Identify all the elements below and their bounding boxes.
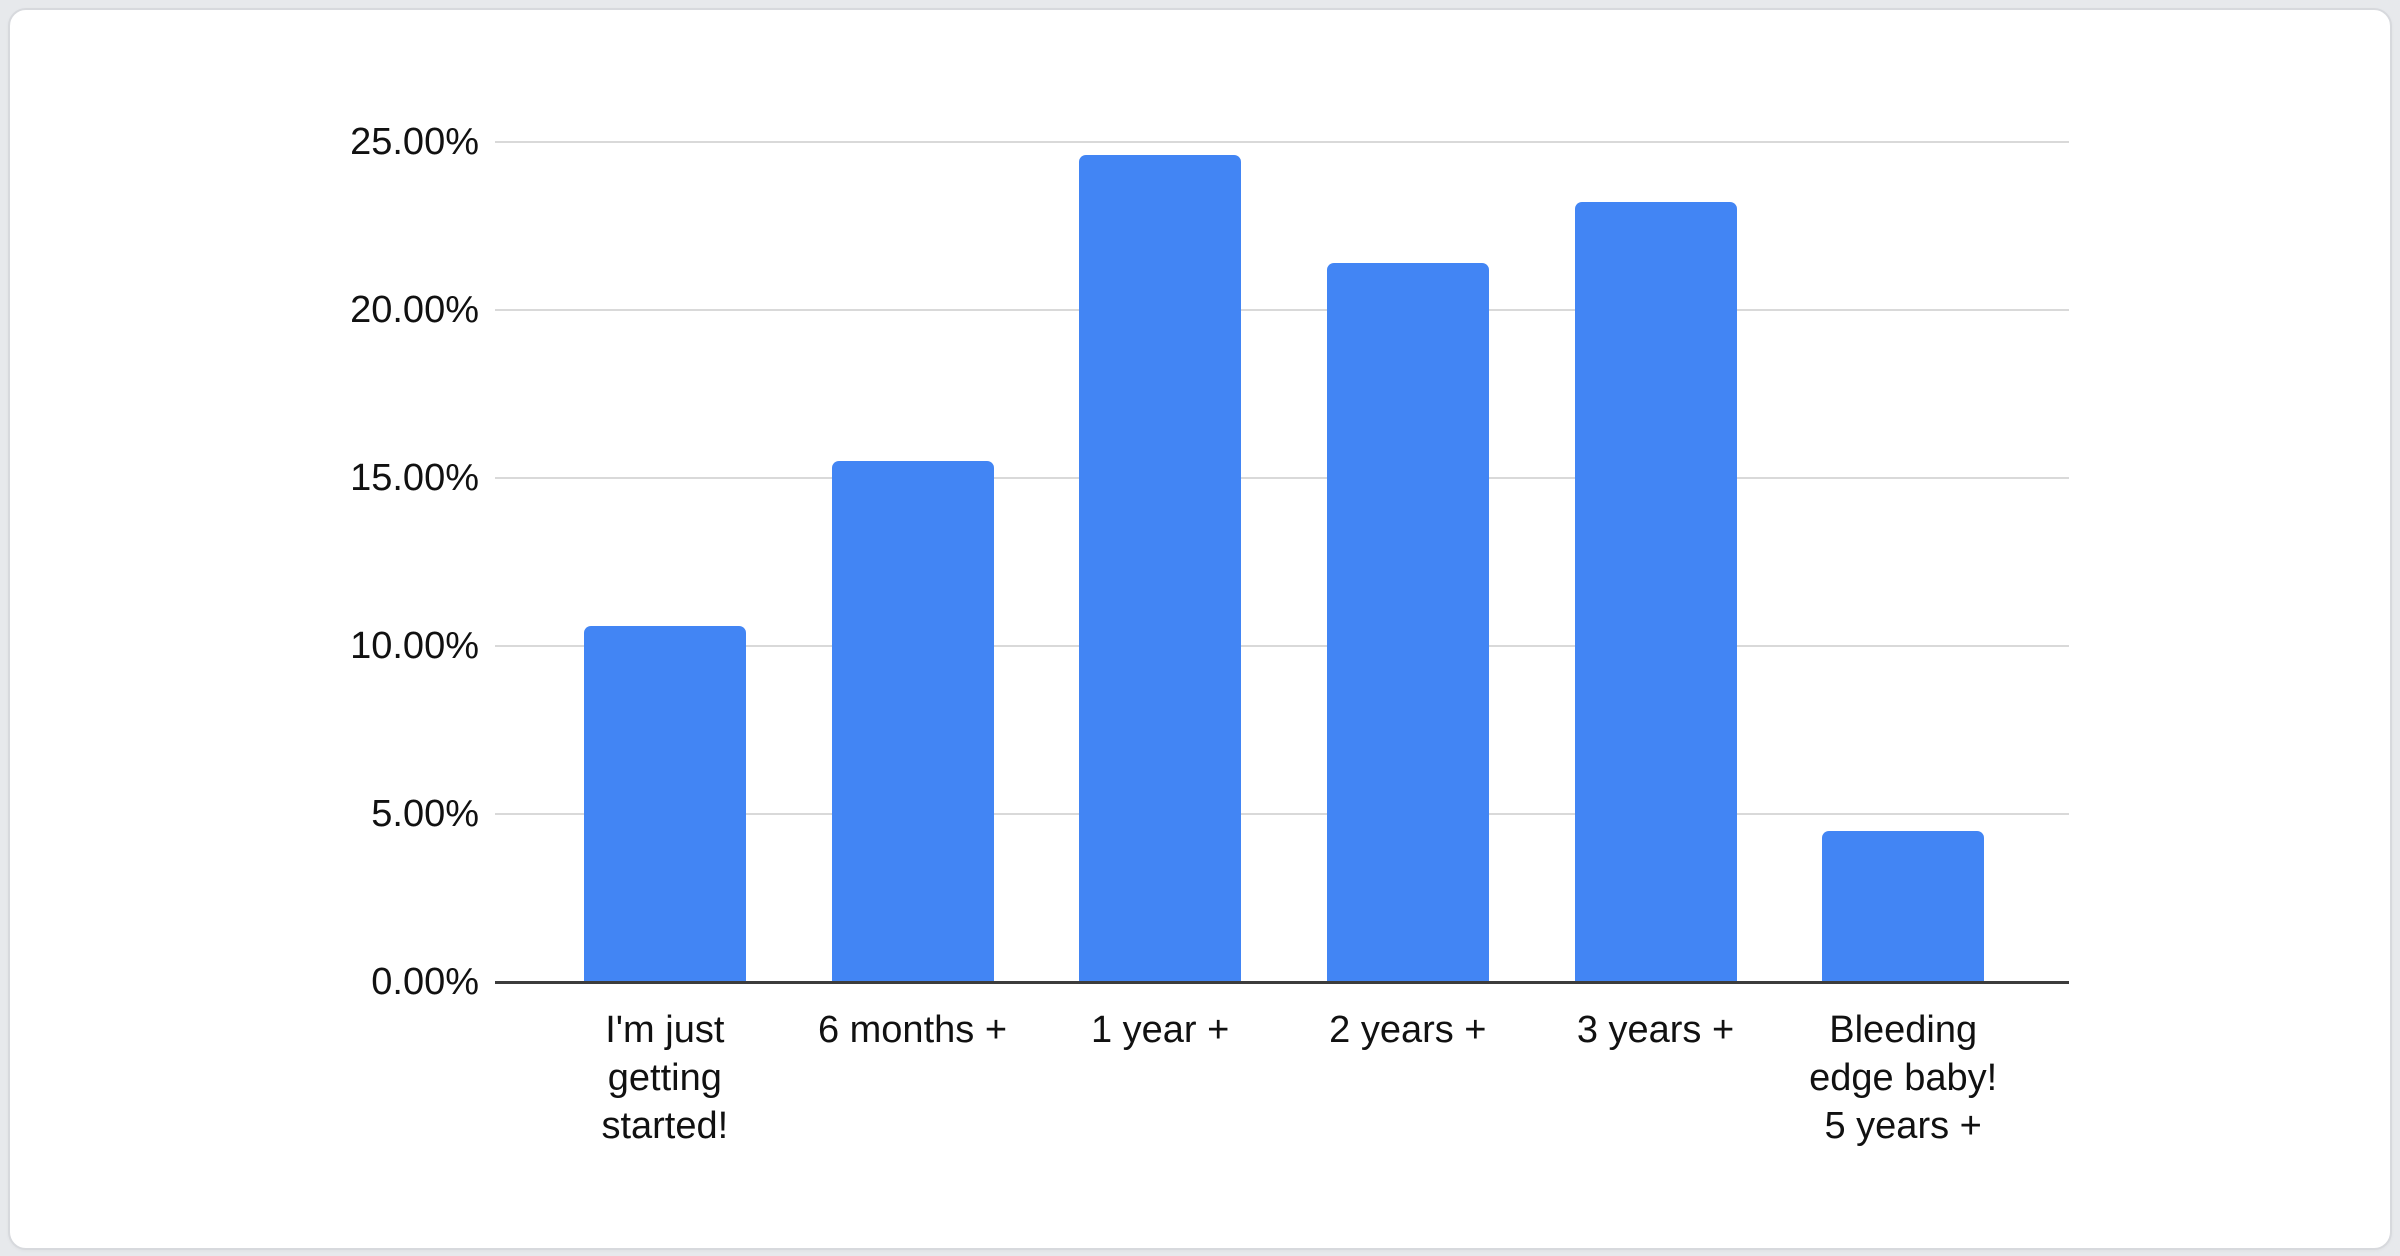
- x-axis-label-6-months-plus: 6 months +: [817, 1009, 1008, 1051]
- gridline-25pct: [495, 141, 2069, 143]
- gridline-20pct: [495, 309, 2069, 311]
- bar-3-years-plus[interactable]: [1574, 202, 1737, 982]
- y-axis-tick-label: 5.00%: [371, 793, 479, 835]
- x-axis-label-bleeding-edge-baby-5-years-plus: Bleeding edge baby! 5 years +: [1809, 1009, 1998, 1147]
- bar-1-year-plus[interactable]: [1079, 155, 1242, 982]
- bar-6-months-plus[interactable]: [831, 461, 994, 982]
- x-axis-label-2-years-plus: 2 years +: [1329, 1009, 1487, 1051]
- gridline-5pct: [495, 813, 2069, 815]
- bar-bleeding-edge-baby-5-years-plus[interactable]: [1822, 830, 1985, 982]
- bar-im-just-getting-started[interactable]: [583, 625, 746, 982]
- bar-2-years-plus[interactable]: [1326, 262, 1489, 982]
- y-axis-tick-label: 15.00%: [350, 457, 479, 499]
- y-axis-tick-label: 20.00%: [350, 289, 479, 331]
- gridline-15pct: [495, 477, 2069, 479]
- chart-card: 0.00% 5.00% 10.00% 15.00% 20.00% 25.00% I'm ju…: [8, 8, 2392, 1250]
- y-axis-tick-label: 0.00%: [371, 961, 479, 1003]
- y-axis-tick-label: 10.00%: [350, 625, 479, 667]
- plot-area: 0.00% 5.00% 10.00% 15.00% 20.00% 25.00% I'm ju…: [10, 10, 2390, 1248]
- x-axis-line: [495, 980, 2069, 984]
- x-axis-label-3-years-plus: 3 years +: [1576, 1009, 1735, 1051]
- x-axis-label-im-just-getting-started: I'm just getting started!: [601, 1009, 729, 1147]
- x-axis-label-1-year-plus: 1 year +: [1090, 1009, 1230, 1051]
- y-axis-tick-label: 25.00%: [350, 121, 479, 163]
- gridline-10pct: [495, 645, 2069, 647]
